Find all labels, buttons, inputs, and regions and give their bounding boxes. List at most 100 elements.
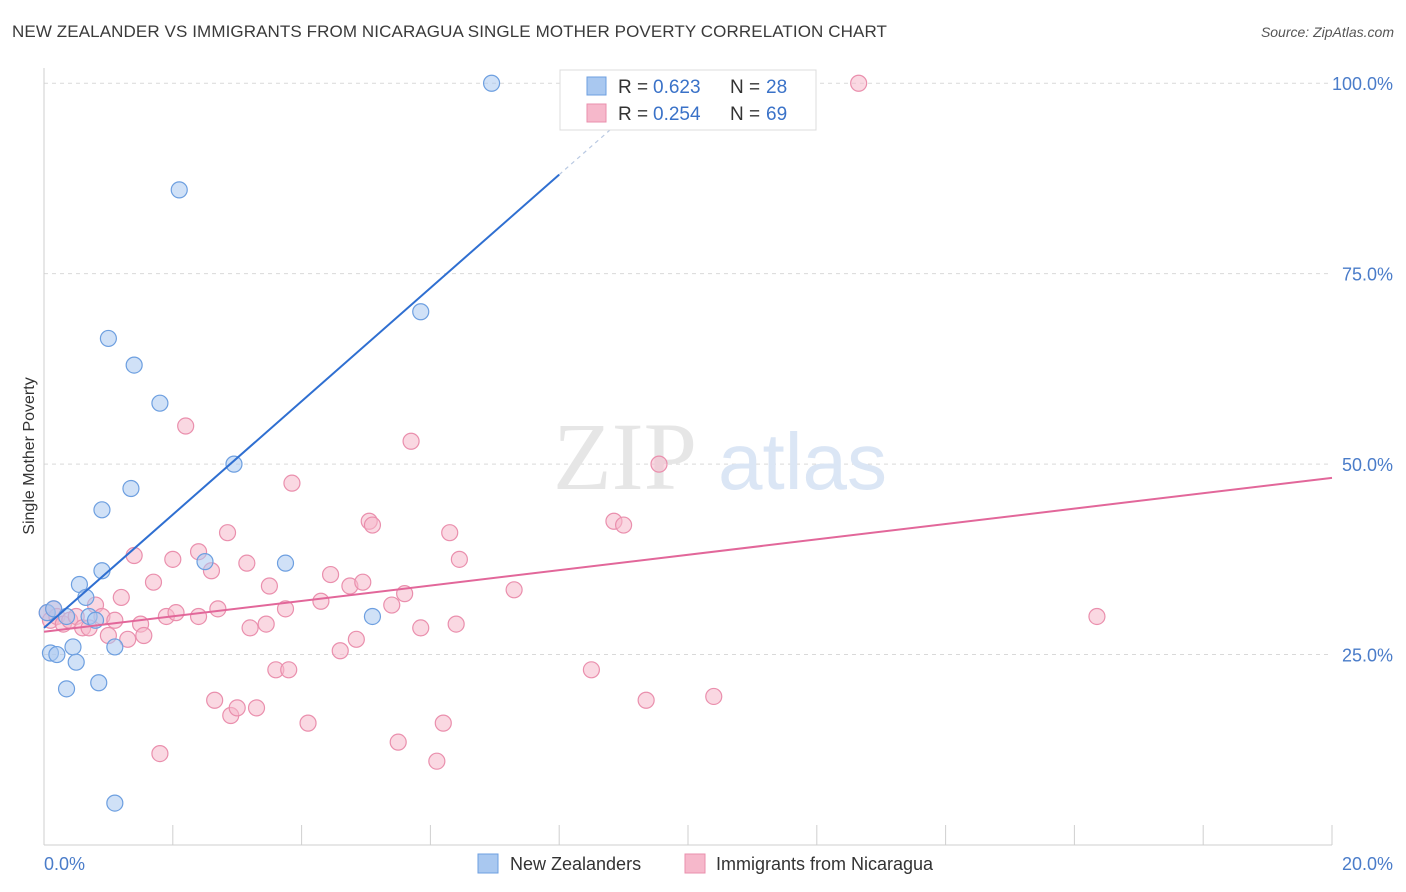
- series-legend: New Zealanders Immigrants from Nicaragua: [477, 853, 934, 874]
- legend-label-nicaragua: Immigrants from Nicaragua: [716, 854, 934, 874]
- point-nicaragua: [347, 630, 365, 648]
- point-nicaragua: [241, 619, 259, 637]
- point-nicaragua: [206, 691, 224, 709]
- point-nicaragua: [389, 733, 407, 751]
- point-new-zealanders: [482, 74, 501, 92]
- point-nicaragua: [280, 661, 298, 679]
- point-nicaragua: [650, 455, 668, 473]
- point-nicaragua: [363, 516, 382, 534]
- point-nicaragua: [125, 546, 143, 565]
- point-new-zealanders: [151, 394, 169, 412]
- point-nicaragua: [189, 607, 208, 626]
- point-nicaragua: [112, 588, 130, 607]
- points-layer: [38, 74, 1106, 812]
- y-axis-label: Single Mother Poverty: [21, 377, 38, 534]
- trend-line-new-zealanders: [43, 173, 560, 629]
- point-nicaragua: [312, 592, 330, 610]
- chart-title: NEW ZEALANDER VS IMMIGRANTS FROM NICARAG…: [12, 22, 887, 41]
- y-tick-label: 100.0%: [1332, 74, 1393, 94]
- x-tick-label: 20.0%: [1342, 854, 1393, 874]
- point-nicaragua: [119, 630, 137, 648]
- source-credit: Source: ZipAtlas.com: [1260, 24, 1394, 40]
- point-new-zealanders: [99, 329, 118, 348]
- stats-r-value-pink: 0.254: [653, 104, 701, 125]
- point-nicaragua: [614, 516, 633, 534]
- point-nicaragua: [238, 554, 256, 572]
- point-nicaragua: [582, 661, 601, 679]
- stats-n-value-pink: 69: [766, 104, 787, 125]
- point-nicaragua: [164, 550, 182, 568]
- point-nicaragua: [434, 714, 452, 732]
- point-new-zealanders: [122, 479, 140, 498]
- point-nicaragua: [354, 573, 372, 591]
- watermark-zip: ZIP: [553, 403, 697, 510]
- point-new-zealanders: [57, 680, 76, 698]
- tick-labels: 25.0% 50.0% 75.0% 100.0% 0.0% 20.0%: [44, 74, 1393, 874]
- point-nicaragua: [209, 600, 227, 618]
- point-nicaragua: [450, 550, 468, 568]
- stats-r-label-pink: R =: [618, 104, 648, 125]
- point-new-zealanders: [106, 794, 124, 812]
- point-nicaragua: [260, 577, 278, 595]
- grid-layer: [44, 82, 1332, 656]
- axis-layer: [43, 68, 1333, 846]
- watermark-atlas: atlas: [718, 417, 887, 506]
- stats-n-label-blue: N =: [730, 77, 760, 98]
- point-new-zealanders: [170, 181, 188, 199]
- point-nicaragua: [441, 524, 459, 542]
- legend-swatch-new-zealanders: [477, 853, 499, 874]
- stats-legend: R = 0.623 N = 28 R = 0.254 N = 69: [559, 69, 817, 131]
- point-nicaragua: [321, 565, 340, 584]
- point-new-zealanders: [45, 600, 63, 618]
- stats-swatch-pink: [586, 103, 607, 123]
- trend-line-extension: [558, 100, 644, 176]
- stats-n-label-pink: N =: [730, 104, 760, 125]
- point-nicaragua: [412, 619, 430, 637]
- point-new-zealanders: [276, 554, 295, 572]
- point-nicaragua: [247, 699, 266, 717]
- point-new-zealanders: [67, 653, 85, 671]
- point-new-zealanders: [90, 674, 108, 692]
- point-nicaragua: [228, 699, 246, 717]
- stats-r-label-blue: R =: [618, 77, 648, 98]
- point-nicaragua: [402, 432, 420, 450]
- trend-layer: [43, 100, 1333, 633]
- point-nicaragua: [283, 474, 301, 492]
- watermark: ZIP atlas: [553, 403, 887, 510]
- point-new-zealanders: [93, 501, 111, 519]
- point-nicaragua: [1088, 607, 1106, 626]
- point-nicaragua: [383, 596, 401, 614]
- y-tick-label: 50.0%: [1342, 455, 1393, 475]
- point-new-zealanders: [412, 303, 430, 321]
- point-nicaragua: [276, 600, 295, 618]
- legend-label-new-zealanders: New Zealanders: [510, 854, 641, 874]
- point-nicaragua: [705, 687, 723, 706]
- y-tick-label: 25.0%: [1342, 646, 1393, 666]
- point-nicaragua: [299, 714, 317, 732]
- point-new-zealanders: [57, 607, 76, 626]
- point-nicaragua: [135, 626, 153, 645]
- point-new-zealanders: [125, 356, 143, 374]
- point-nicaragua: [257, 615, 275, 633]
- point-nicaragua: [447, 615, 465, 633]
- point-new-zealanders: [363, 607, 382, 626]
- point-nicaragua: [218, 524, 237, 542]
- point-nicaragua: [428, 752, 446, 770]
- point-new-zealanders: [48, 645, 66, 664]
- stats-r-value-blue: 0.623: [653, 77, 701, 98]
- point-nicaragua: [167, 604, 185, 622]
- stats-swatch-blue: [586, 76, 607, 96]
- point-nicaragua: [637, 691, 655, 709]
- point-nicaragua: [331, 642, 349, 660]
- point-nicaragua: [151, 744, 169, 763]
- x-tick-label: 0.0%: [44, 854, 85, 874]
- legend-swatch-nicaragua: [684, 853, 706, 874]
- point-new-zealanders: [225, 455, 243, 473]
- point-nicaragua: [144, 573, 163, 591]
- point-new-zealanders: [196, 553, 214, 571]
- point-nicaragua: [850, 74, 868, 92]
- trend-line-nicaragua: [43, 476, 1333, 633]
- point-nicaragua: [177, 417, 195, 435]
- point-nicaragua: [106, 611, 124, 629]
